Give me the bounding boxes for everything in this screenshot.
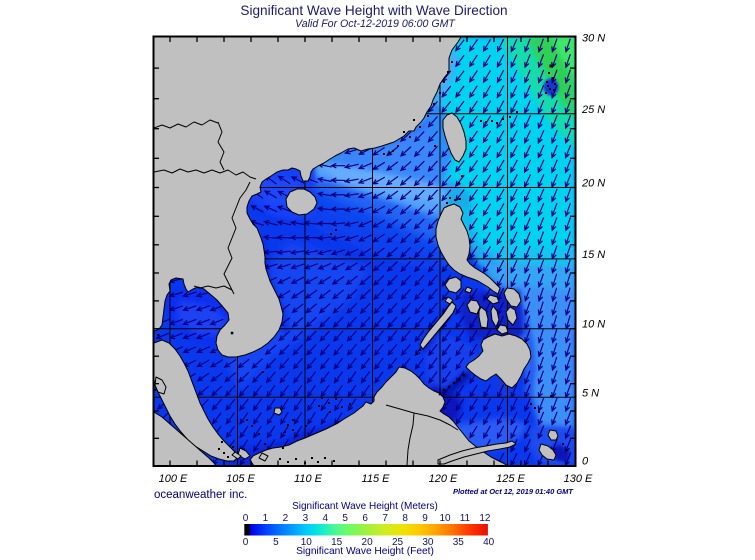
svg-text:35: 35 <box>453 537 465 548</box>
svg-text:6: 6 <box>362 513 368 524</box>
svg-text:1: 1 <box>263 513 269 524</box>
svg-text:Significant Wave Height (Meter: Significant Wave Height (Meters) <box>292 501 438 512</box>
svg-text:25 N: 25 N <box>581 104 605 116</box>
svg-text:110 E: 110 E <box>294 473 323 485</box>
svg-text:0: 0 <box>243 537 249 548</box>
svg-text:30: 30 <box>422 537 434 548</box>
svg-text:11: 11 <box>460 513 471 524</box>
svg-text:10: 10 <box>439 513 451 524</box>
svg-text:oceanweather inc.: oceanweather inc. <box>154 489 247 501</box>
svg-text:5: 5 <box>342 513 348 524</box>
svg-text:115 E: 115 E <box>362 473 391 485</box>
svg-text:7: 7 <box>382 513 388 524</box>
svg-text:10 N: 10 N <box>582 319 605 331</box>
svg-text:15: 15 <box>331 537 343 548</box>
svg-text:4: 4 <box>323 513 329 524</box>
svg-text:3: 3 <box>303 513 309 524</box>
svg-text:30 N: 30 N <box>582 33 605 45</box>
svg-text:Valid For Oct-12-2019 06:00 GM: Valid For Oct-12-2019 06:00 GMT <box>295 18 456 30</box>
svg-text:15 N: 15 N <box>582 249 605 261</box>
svg-text:12: 12 <box>479 513 491 524</box>
svg-text:20 N: 20 N <box>581 178 605 190</box>
svg-text:100 E: 100 E <box>159 473 188 485</box>
svg-text:Significant Wave Height (Feet): Significant Wave Height (Feet) <box>296 546 434 557</box>
svg-text:10: 10 <box>301 537 313 548</box>
svg-text:20: 20 <box>362 537 374 548</box>
svg-text:25: 25 <box>392 537 404 548</box>
svg-text:2: 2 <box>283 513 289 524</box>
svg-text:0: 0 <box>582 456 589 468</box>
svg-text:0: 0 <box>243 513 249 524</box>
svg-text:5 N: 5 N <box>582 387 599 399</box>
svg-text:120 E: 120 E <box>429 473 458 485</box>
svg-text:8: 8 <box>402 513 408 524</box>
svg-text:Plotted at Oct 12, 2019 01:40: Plotted at Oct 12, 2019 01:40 GMT <box>453 487 574 496</box>
svg-text:105 E: 105 E <box>226 473 255 485</box>
svg-text:Significant Wave Height with W: Significant Wave Height with Wave Direct… <box>240 3 507 18</box>
svg-text:40: 40 <box>483 537 495 548</box>
svg-text:9: 9 <box>422 513 428 524</box>
svg-text:130 E: 130 E <box>564 473 593 485</box>
svg-text:5: 5 <box>273 537 279 548</box>
svg-text:125 E: 125 E <box>496 473 525 485</box>
